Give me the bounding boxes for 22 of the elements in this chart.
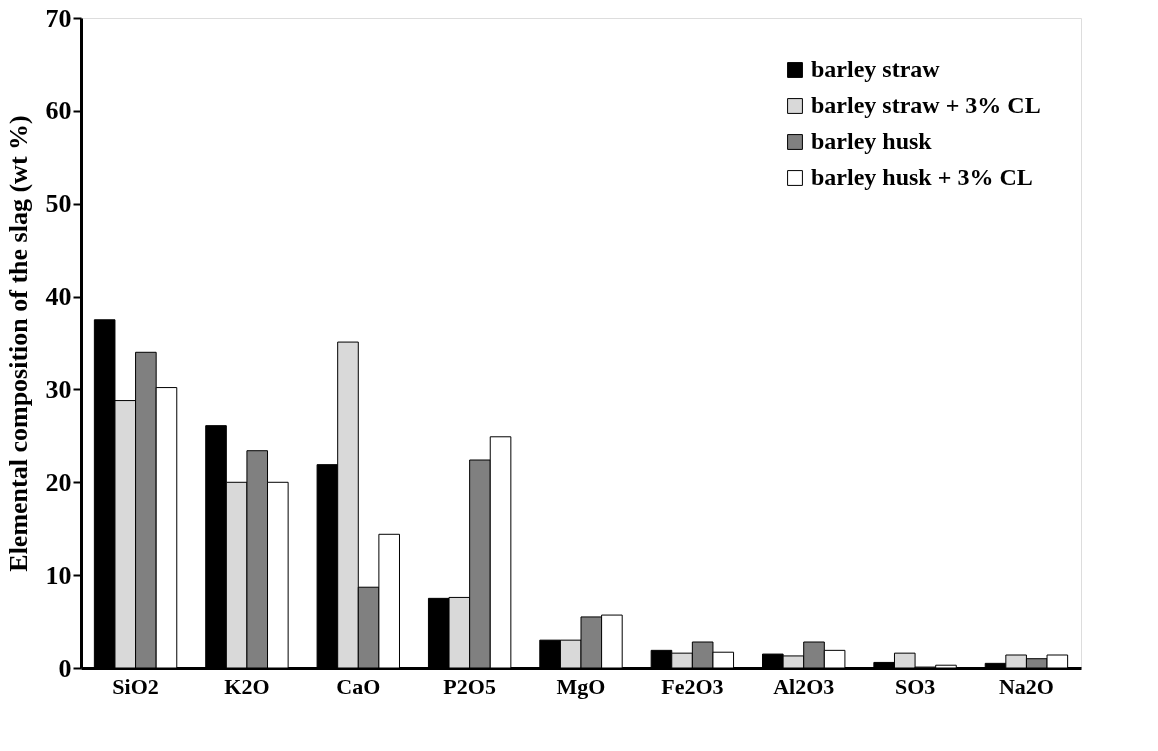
legend-label: barley straw + 3% CL [811,92,1041,118]
y-tick-label: 0 [58,653,72,683]
x-tick-label: P2O5 [443,673,496,699]
y-tick-label: 60 [45,96,72,126]
x-tick-label: K2O [224,673,270,699]
legend-label: barley husk + 3% CL [811,164,1033,190]
y-tick-label: 50 [45,189,72,219]
x-tick-label: Na2O [998,673,1054,699]
x-tick-label: CaO [336,673,381,699]
y-tick-label: 10 [45,560,72,590]
x-tick-label: SO3 [894,673,936,699]
x-tick-label: Fe2O3 [661,673,724,699]
legend-label: barley husk [811,128,933,154]
x-tick-label: SiO2 [112,673,159,699]
y-tick-label: 20 [45,467,72,497]
y-tick-label: 70 [45,3,72,33]
y-tick-label: 40 [45,282,72,312]
y-axis-title: Elemental composition of the slag (wt %) [3,115,33,572]
x-tick-label: MgO [556,673,606,699]
legend-label: barley straw [811,56,941,82]
x-tick-label: Al2O3 [773,673,835,699]
y-tick-label: 30 [45,374,72,404]
